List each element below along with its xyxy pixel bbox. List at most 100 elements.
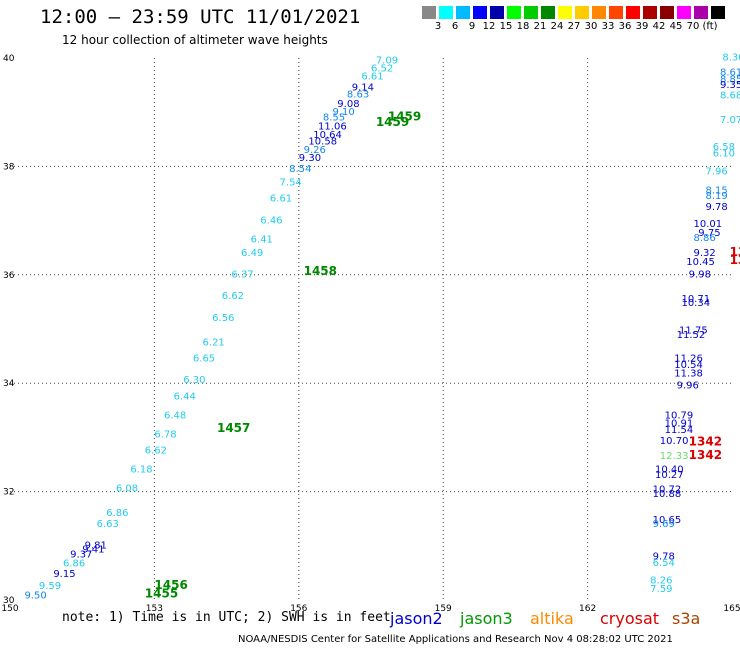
y-tick-label: 40 — [3, 54, 15, 64]
wave-height-label: 11.06 — [318, 122, 347, 133]
wave-height-label: 7.09 — [376, 55, 398, 66]
wave-height-label: 10.45 — [686, 257, 715, 268]
colorbar-swatch — [490, 6, 504, 19]
colorbar-label: 39 — [635, 21, 649, 32]
x-tick-label: 165 — [723, 604, 740, 614]
wave-height-label: 10.79 — [665, 410, 694, 421]
wave-height-label: 8.19 — [706, 191, 728, 202]
wave-height-label: 9.59 — [39, 581, 61, 592]
wave-height-label: 11.54 — [665, 425, 694, 436]
wave-height-label: 6.86 — [106, 508, 128, 519]
colorbar-label: 12 — [482, 21, 496, 32]
wave-height-label: 6.52 — [371, 64, 393, 75]
wave-height-label: 11.52 — [677, 330, 706, 341]
orbit-time-label: 1455 — [145, 586, 178, 600]
orbit-time-label: 1458 — [304, 264, 337, 278]
wave-height-label: 10.27 — [655, 470, 684, 481]
wave-height-label: 10.34 — [681, 298, 710, 309]
wave-height-label: 6.61 — [361, 72, 383, 83]
wave-height-label: 8.15 — [706, 186, 728, 197]
wave-height-label: 8.30 — [722, 53, 740, 64]
wave-height-label: 6.41 — [251, 234, 273, 245]
orbit-time-label: 1457 — [217, 421, 250, 435]
colorbar-label: 15 — [499, 21, 513, 32]
colorbar-swatch — [524, 6, 538, 19]
wave-height-label: 10.40 — [655, 465, 684, 476]
x-tick-label: 159 — [435, 604, 452, 614]
wave-height-label: 8.86 — [693, 233, 715, 244]
orbit-time-label: 1342 — [689, 448, 722, 462]
colorbar-swatch — [592, 6, 606, 19]
wave-height-label: 9.30 — [299, 153, 321, 164]
y-tick-label: 38 — [3, 162, 15, 172]
colorbar-swatch — [558, 6, 572, 19]
wave-height-label: 6.78 — [154, 429, 176, 440]
wave-height-label: 6.30 — [183, 375, 205, 386]
wave-height-label: 9.08 — [337, 99, 359, 110]
y-tick-label: 32 — [3, 488, 14, 498]
credit-line: NOAA/NESDIS Center for Satellite Applica… — [238, 634, 673, 645]
colorbar-swatch — [541, 6, 555, 19]
colorbar-swatch — [575, 6, 589, 19]
wave-height-label: 10.72 — [653, 485, 682, 496]
colorbar-label: 9 — [468, 21, 476, 32]
colorbar-label: 36 — [618, 21, 632, 32]
wave-height-label: 10.70 — [660, 436, 689, 447]
wave-height-label: 9.26 — [304, 145, 326, 156]
wave-height-label: 7.96 — [706, 167, 728, 178]
colorbar-label: 18 — [516, 21, 530, 32]
wave-height-label: 9.37 — [70, 550, 92, 561]
wave-height-label: 12.33 — [660, 451, 689, 462]
colorbar-swatch — [626, 6, 640, 19]
wave-height-label: 6.56 — [212, 313, 234, 324]
colorbar-swatch — [456, 6, 470, 19]
wave-height-label: 6.18 — [130, 465, 152, 476]
legend-s3a: s3a — [672, 609, 701, 628]
wave-height-label: 6.61 — [270, 194, 292, 205]
orbit-time-label: 1459 — [388, 109, 421, 123]
legend-jason3: jason3 — [460, 609, 513, 628]
wave-height-label: 8.63 — [347, 90, 369, 101]
colorbar-swatch — [660, 6, 674, 19]
wave-height-label: 8.61 — [720, 67, 740, 78]
colorbar-label: 3 — [434, 21, 442, 32]
wave-height-label: 10.71 — [681, 294, 710, 305]
wave-height-label: 6.10 — [713, 149, 735, 160]
wave-height-label: 9.15 — [53, 569, 75, 580]
wave-height-label: 9.98 — [689, 270, 711, 281]
legend-altika: altika — [530, 609, 574, 628]
x-tick-label: 162 — [579, 604, 596, 614]
page-subtitle: 12 hour collection of altimeter wave hei… — [62, 33, 328, 47]
colorbar-label: 45 — [669, 21, 683, 32]
wave-height-label: 9.50 — [24, 590, 46, 601]
colorbar-label: 24 — [550, 21, 564, 32]
orbit-time-label: 1456 — [154, 578, 187, 592]
wave-height-label: 6.44 — [174, 391, 196, 402]
wave-height-label: 10.64 — [313, 130, 342, 141]
wave-height-label: 9.96 — [677, 381, 699, 392]
wave-height-label: 10.01 — [693, 219, 722, 230]
wave-height-label: 9.32 — [693, 248, 715, 259]
colorbar-label: 30 — [584, 21, 598, 32]
wave-height-label: 8.68 — [720, 91, 740, 102]
colorbar-swatch — [422, 6, 436, 19]
wave-height-label: 6.54 — [653, 558, 675, 569]
wave-height-label: 6.08 — [116, 484, 138, 495]
wave-height-label: 10.65 — [653, 515, 682, 526]
wave-height-label: 6.48 — [164, 410, 186, 421]
wave-height-label: 9.35 — [720, 80, 740, 91]
legend-cryosat: cryosat — [600, 609, 660, 628]
colorbar-swatch — [439, 6, 453, 19]
colorbar-swatch — [609, 6, 623, 19]
wave-height-label: 6.62 — [222, 291, 244, 302]
colorbar-swatch — [677, 6, 691, 19]
colorbar-swatch — [643, 6, 657, 19]
wave-height-label: 6.65 — [193, 354, 215, 365]
y-tick-label: 36 — [3, 271, 15, 281]
wave-height-label: 10.54 — [674, 360, 703, 371]
colorbar-label: 42 — [652, 21, 666, 32]
wave-height-label: 6.46 — [260, 215, 282, 226]
y-tick-label: 34 — [3, 379, 15, 389]
wave-height-label: 8.26 — [650, 576, 672, 587]
wave-height-label: 10.91 — [665, 419, 694, 430]
